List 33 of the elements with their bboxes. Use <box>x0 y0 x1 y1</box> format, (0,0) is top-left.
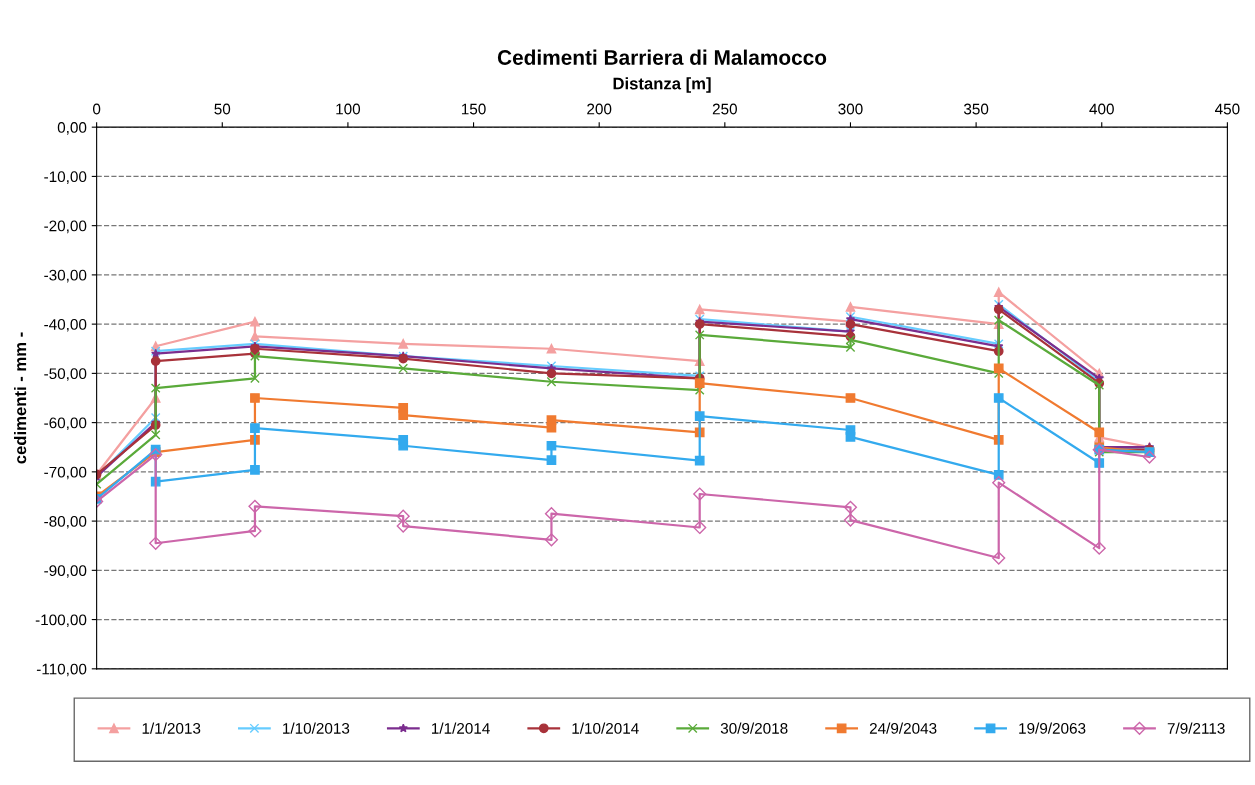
legend-label: 1/10/2013 <box>283 722 350 734</box>
x-tick-label: 300 <box>838 103 863 115</box>
x-tick-label: 100 <box>336 103 361 115</box>
x-tick-label: 350 <box>963 103 989 115</box>
y-tick-label: -80,00 <box>44 515 87 529</box>
legend-label: 1/10/2014 <box>572 722 639 734</box>
y-tick-label: -50,00 <box>44 368 87 381</box>
legend-label: 24/9/2043 <box>869 722 937 734</box>
legend-label: 30/9/2018 <box>720 722 788 734</box>
x-tick-label: 200 <box>587 103 612 115</box>
x-tick-label: 400 <box>1089 103 1114 115</box>
y-tick-label: -30,00 <box>44 269 87 283</box>
x-tick-label: 50 <box>214 103 231 115</box>
chart-title: Cedimenti Barriera di Malamocco <box>497 49 827 65</box>
y-tick-label: 0,00 <box>57 122 87 135</box>
y-tick-label: -70,00 <box>44 466 87 480</box>
legend-label: 19/9/2063 <box>1019 722 1086 734</box>
y-tick-label: -10,00 <box>44 171 87 184</box>
legend-label: 1/1/2014 <box>432 722 490 734</box>
y-tick-label: -40,00 <box>44 319 87 332</box>
x-tick-label: 250 <box>712 103 737 115</box>
x-tick-label: 450 <box>1215 103 1240 115</box>
x-axis-title: Distanza [m] <box>613 77 711 93</box>
y-tick-label: -60,00 <box>44 417 87 431</box>
y-tick-label: -110,00 <box>36 663 87 677</box>
legend-label: 7/9/2113 <box>1167 722 1225 734</box>
y-axis-title: cedimenti - mm - <box>14 332 27 464</box>
y-tick-label: -100,00 <box>35 614 87 628</box>
y-tick-label: -20,00 <box>44 220 87 234</box>
x-tick-label: 150 <box>461 103 486 115</box>
y-tick-label: -90,00 <box>44 565 87 578</box>
legend-label: 1/1/2013 <box>142 722 201 734</box>
x-tick-label: 0 <box>92 103 101 115</box>
